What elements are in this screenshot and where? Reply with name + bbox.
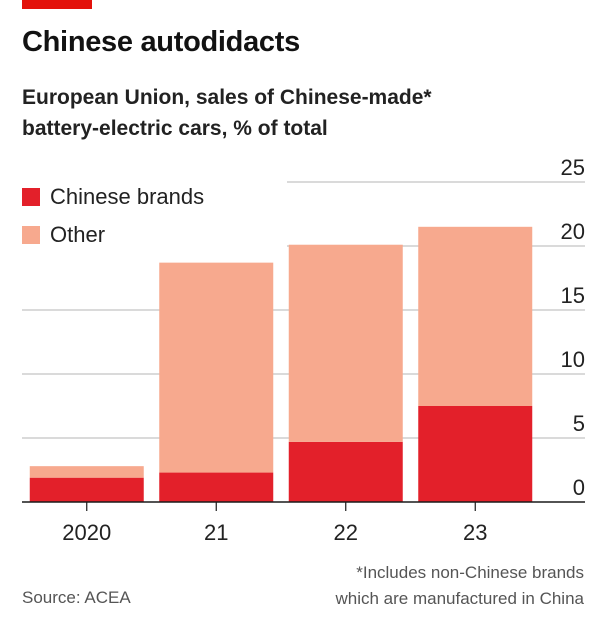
y-tick-label: 25 — [561, 155, 585, 180]
legend-swatch-other — [22, 226, 40, 244]
bar-segment-chinese-brands — [159, 472, 274, 502]
bar-segment-chinese-brands — [288, 441, 403, 502]
bar-segment-other — [29, 466, 144, 478]
subtitle-line-1: European Union, sales of Chinese-made* — [22, 86, 432, 109]
accent-bar — [22, 0, 92, 9]
source-note: Source: ACEA — [22, 588, 131, 607]
x-tick-label: 22 — [334, 520, 358, 545]
footnote: *Includes non-Chinese brands which are m… — [335, 560, 584, 612]
legend-item-other: Other — [22, 216, 204, 254]
subtitle-line-2: battery-electric cars, % of total — [22, 117, 328, 140]
footnote-line-1: *Includes non-Chinese brands — [356, 563, 584, 582]
legend: Chinese brands Other — [22, 178, 204, 254]
y-tick-label: 5 — [573, 411, 585, 436]
y-tick-label: 20 — [561, 219, 585, 244]
footnote-line-2: which are manufactured in China — [335, 589, 584, 608]
bar-segment-other — [288, 244, 403, 442]
chart-title: Chinese autodidacts — [22, 26, 300, 58]
y-tick-label: 0 — [573, 475, 585, 500]
bar-segment-other — [418, 226, 533, 406]
bar-segment-chinese-brands — [29, 477, 144, 502]
x-tick-label: 2020 — [62, 520, 111, 545]
legend-item-chinese-brands: Chinese brands — [22, 178, 204, 216]
legend-label-other: Other — [50, 222, 106, 247]
x-tick-label: 21 — [204, 520, 228, 545]
x-tick-label: 23 — [463, 520, 487, 545]
chart-subtitle: European Union, sales of Chinese-made* b… — [22, 82, 542, 144]
bar-segment-chinese-brands — [418, 406, 533, 502]
bar-segment-other — [159, 262, 274, 473]
y-tick-label: 10 — [561, 347, 585, 372]
legend-swatch-chinese-brands — [22, 188, 40, 206]
legend-label-chinese-brands: Chinese brands — [50, 184, 205, 209]
y-tick-label: 15 — [561, 283, 585, 308]
